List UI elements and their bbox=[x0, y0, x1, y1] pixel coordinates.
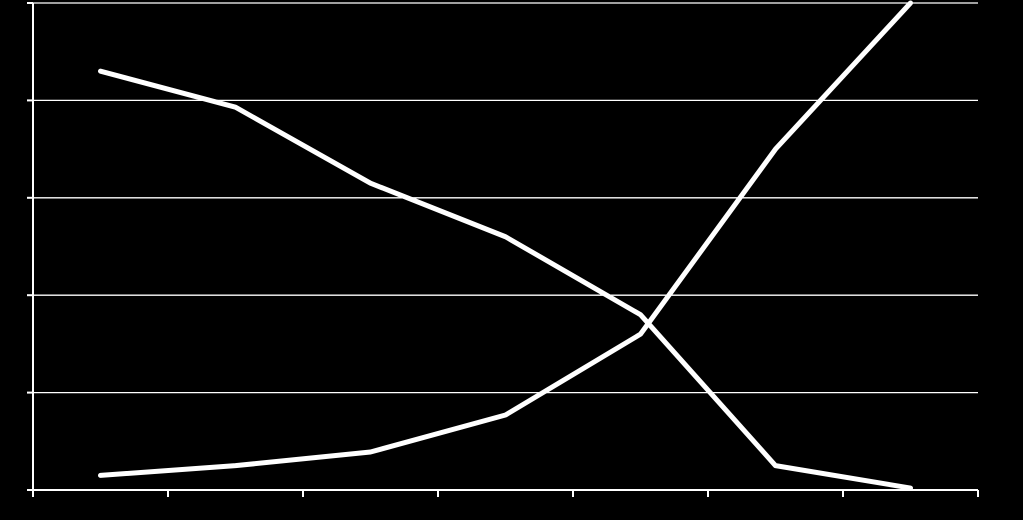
gridlines bbox=[33, 2, 978, 394]
series-lines bbox=[98, 0, 913, 491]
axes bbox=[27, 2, 979, 497]
series-line-2 bbox=[98, 0, 913, 478]
series-line-1 bbox=[98, 68, 913, 491]
